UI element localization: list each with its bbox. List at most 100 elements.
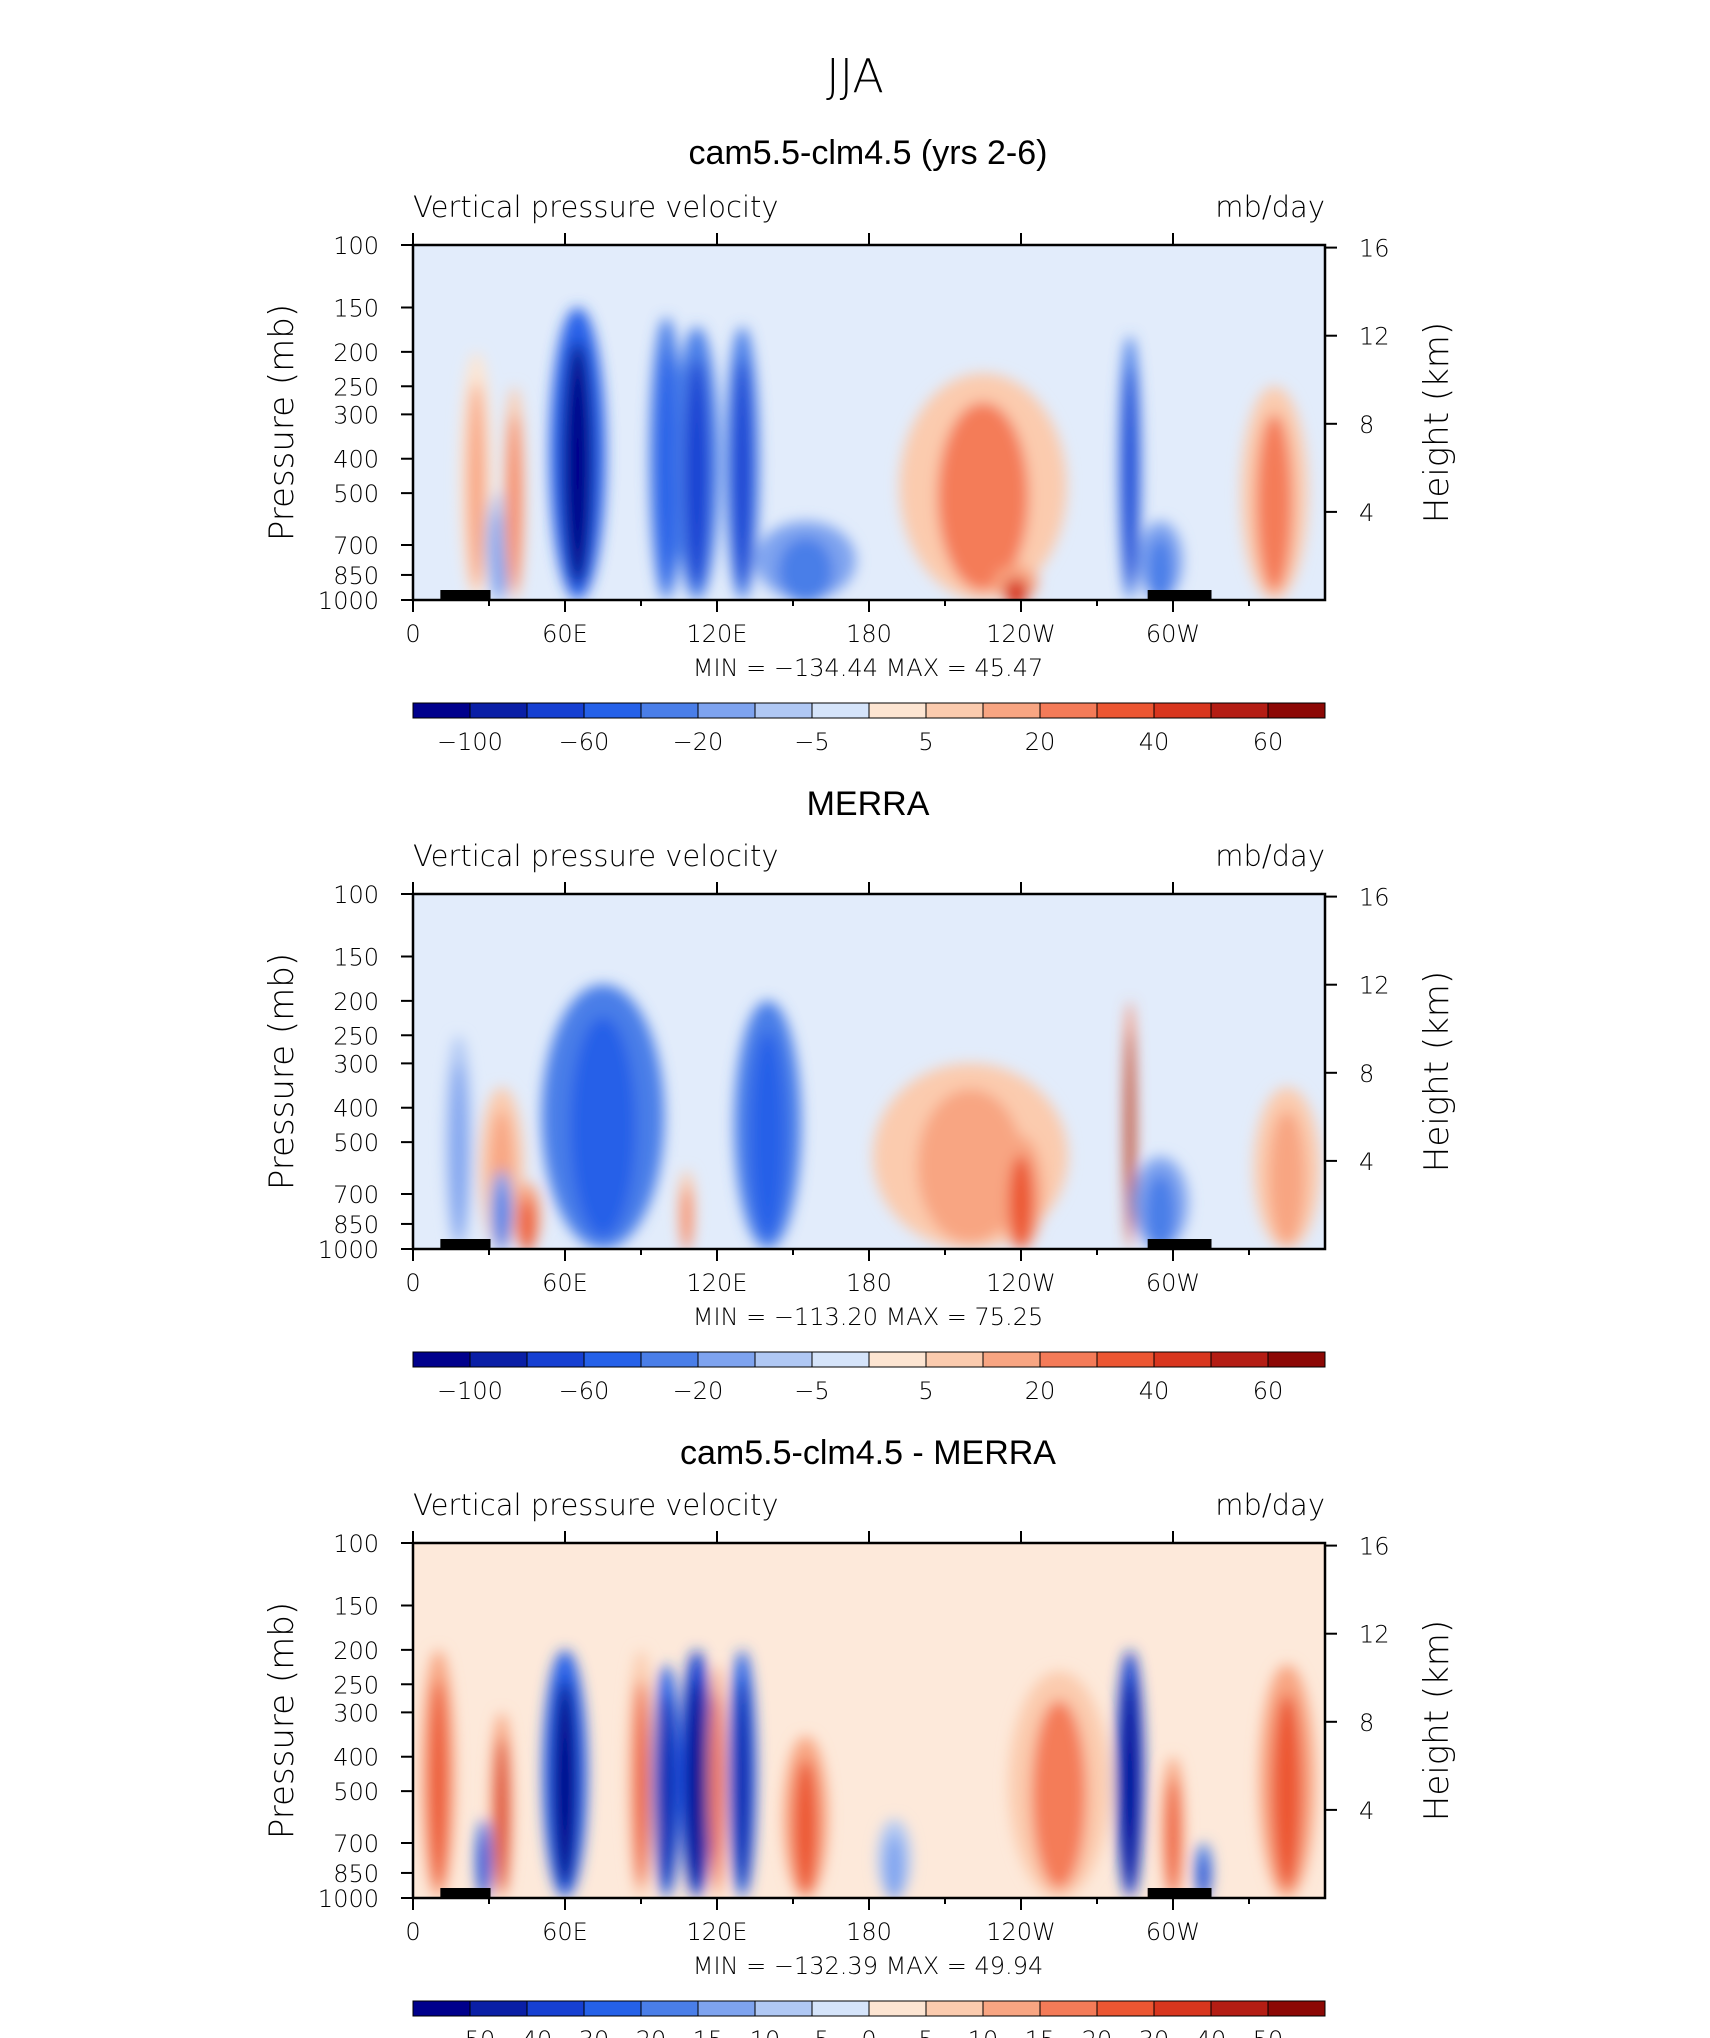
- colorbar-swatch: [469, 2000, 528, 2017]
- y-tick-label: 250: [333, 1022, 379, 1050]
- contour-region-neg-core: [657, 351, 676, 587]
- x-tick-label: 120E: [687, 620, 748, 648]
- units-label: mb/day: [1215, 1488, 1325, 1522]
- variable-label: Vertical pressure velocity: [413, 190, 779, 224]
- colorbar-swatch: [868, 702, 927, 719]
- x-tick-label: 180: [846, 620, 892, 648]
- colorbar-swatch: [1210, 702, 1269, 719]
- contour-region-neg-core: [1148, 537, 1173, 600]
- colorbar-label: 5: [918, 1377, 933, 1405]
- panel-difference: cam5.5-clm4.5 - MERRA Vertical pressure …: [262, 1434, 1457, 2038]
- y-tick-label: 1000: [318, 587, 379, 615]
- colorbar-label: −5: [794, 728, 829, 756]
- colorbar-swatch: [811, 2000, 870, 2017]
- y-tick-label: 150: [333, 295, 379, 323]
- colorbar-label: 15: [1025, 2026, 1056, 2038]
- contour-region-pos-core: [793, 1759, 818, 1895]
- colorbar-swatch: [412, 2000, 471, 2017]
- y2-tick-label: 8: [1359, 411, 1374, 439]
- y-tick-label: 850: [333, 1211, 379, 1239]
- colorbar-label: −30: [559, 2026, 610, 2038]
- contour-region-neg-core: [491, 512, 507, 600]
- y-tick-label: 150: [333, 944, 379, 972]
- colorbar-swatch: [1096, 2000, 1155, 2017]
- contour-region-pos-core: [429, 1680, 448, 1888]
- x-tick-label: 60W: [1146, 620, 1200, 648]
- contour-region-neg-core: [749, 1031, 786, 1239]
- colorbar-swatch: [640, 1351, 699, 1368]
- colorbar-swatch: [1039, 1351, 1098, 1368]
- x-tick-label: 60E: [542, 620, 588, 648]
- colorbar-swatch: [583, 702, 642, 719]
- topography-africa: [440, 1888, 491, 1898]
- colorbar-swatch: [697, 2000, 756, 2017]
- y2-axis-label: Height (km): [1417, 971, 1457, 1172]
- units-label: mb/day: [1215, 190, 1325, 224]
- min-max-stats: MIN = −132.39 MAX = 49.94: [693, 1952, 1043, 1980]
- contour-region-neg-core: [778, 537, 834, 600]
- panel-title: cam5.5-clm4.5 (yrs 2-6): [689, 134, 1048, 172]
- colorbar-label: 60: [1253, 1377, 1284, 1405]
- y-tick-label: 300: [333, 1050, 379, 1078]
- colorbar-swatch: [583, 2000, 642, 2017]
- contour-region-neg-core: [733, 359, 752, 588]
- y-tick-label: 850: [333, 1860, 379, 1888]
- contour-region-neg-core: [1198, 1857, 1208, 1898]
- contour-field: [413, 1543, 1325, 1898]
- colorbar-swatch: [925, 702, 984, 719]
- colorbar-swatch: [868, 2000, 927, 2017]
- contour-region-neg-core: [1122, 1680, 1138, 1888]
- contour-region-neg-core: [658, 1694, 674, 1889]
- colorbar-label: 50: [1253, 2026, 1284, 2038]
- x-tick-label: 60W: [1146, 1269, 1200, 1297]
- colorbar-label: −15: [673, 2026, 724, 2038]
- y2-tick-label: 12: [1359, 972, 1390, 1000]
- topography-africa: [440, 590, 491, 600]
- contour-region-pos-core: [1268, 1110, 1306, 1246]
- colorbar-swatch: [1153, 702, 1212, 719]
- y2-tick-label: 8: [1359, 1060, 1374, 1088]
- topography-andes: [1147, 1888, 1212, 1898]
- colorbar-label: −50: [445, 2026, 496, 2038]
- contour-region-neg-core: [885, 1835, 904, 1898]
- contour-region-pos-core: [467, 382, 486, 590]
- contour-region-neg-core: [569, 1016, 637, 1237]
- contour-region-neg-core: [479, 1835, 489, 1898]
- colorbar-swatch: [925, 1351, 984, 1368]
- contour-region-pos-core: [1271, 1694, 1303, 1889]
- y-tick-label: 400: [333, 446, 379, 474]
- colorbar-swatch: [1096, 702, 1155, 719]
- y-tick-label: 250: [333, 373, 379, 401]
- y-tick-label: 500: [333, 1129, 379, 1157]
- x-tick-label: 60E: [542, 1918, 588, 1946]
- variable-label: Vertical pressure velocity: [413, 839, 779, 873]
- colorbar-label: −5: [794, 1377, 829, 1405]
- y-tick-label: 200: [333, 988, 379, 1016]
- colorbar-label: 20: [1082, 2026, 1113, 2038]
- contour-region-pos-core: [682, 1186, 692, 1249]
- contour-region-neg-core: [552, 1680, 578, 1888]
- y-tick-label: 100: [333, 881, 379, 909]
- colorbar-swatch: [1267, 1351, 1326, 1368]
- colorbar-swatch: [925, 2000, 984, 2017]
- y-tick-label: 400: [333, 1744, 379, 1772]
- colorbar-label: −40: [502, 2026, 553, 2038]
- contour-region-pos-core: [712, 1694, 722, 1889]
- x-tick-label: 120W: [986, 620, 1056, 648]
- y-tick-label: 1000: [318, 1236, 379, 1264]
- units-label: mb/day: [1215, 839, 1325, 873]
- y-tick-label: 250: [333, 1671, 379, 1699]
- figure-title: JJA: [826, 49, 884, 103]
- colorbar-swatch: [1153, 2000, 1212, 2017]
- colorbar-swatch: [526, 1351, 585, 1368]
- x-tick-label: 120W: [986, 1269, 1056, 1297]
- colorbar-label: 20: [1025, 728, 1056, 756]
- colorbar-swatch: [1039, 702, 1098, 719]
- colorbar-swatch: [469, 702, 528, 719]
- contour-region-neg-core: [687, 1680, 706, 1888]
- variable-label: Vertical pressure velocity: [413, 1488, 779, 1522]
- y2-tick-label: 16: [1359, 1533, 1390, 1561]
- x-tick-label: 120E: [687, 1918, 748, 1946]
